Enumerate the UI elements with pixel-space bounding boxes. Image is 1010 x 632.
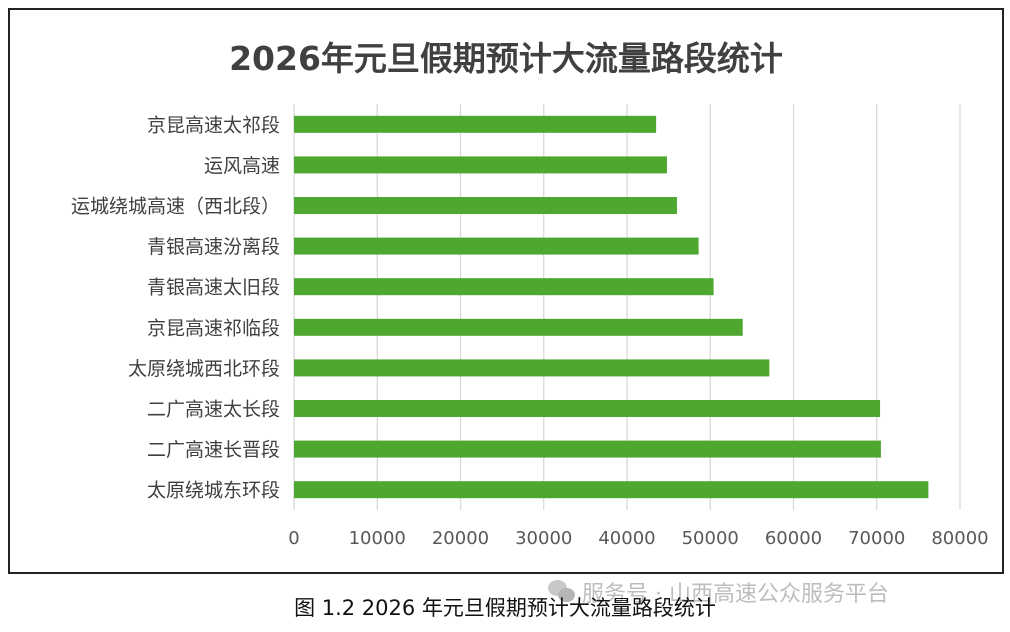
x-tick-label: 10000 — [349, 528, 406, 549]
bar — [294, 278, 714, 296]
category-label: 京昆高速祁临段 — [147, 317, 280, 339]
bar — [294, 156, 667, 174]
x-tick-label: 60000 — [765, 528, 822, 549]
figure-caption: 图 1.2 2026 年元旦假期预计大流量路段统计 — [294, 596, 716, 620]
bar — [294, 400, 881, 417]
category-label: 青银高速太旧段 — [147, 277, 280, 299]
bar — [294, 115, 657, 133]
wechat-icon — [548, 580, 576, 604]
x-tick-label: 20000 — [432, 528, 489, 549]
x-tick-label: 30000 — [515, 528, 572, 549]
category-label: 京昆高速太祁段 — [147, 114, 280, 136]
bar — [294, 237, 699, 255]
x-tick-label: 50000 — [682, 528, 739, 549]
category-label: 运风高速 — [204, 155, 280, 177]
category-label: 二广高速太长段 — [147, 399, 280, 421]
bar — [294, 359, 770, 377]
x-tick-label: 40000 — [598, 528, 655, 549]
category-label: 太原绕城东环段 — [147, 480, 280, 502]
bar — [294, 318, 743, 336]
category-label: 二广高速长晋段 — [147, 439, 280, 461]
category-label: 青银高速汾离段 — [147, 236, 280, 258]
watermark: 服务号 · 山西高速公众服务平台 — [548, 576, 889, 608]
bar — [294, 197, 677, 214]
bar — [294, 440, 881, 458]
x-tick-label: 70000 — [848, 528, 905, 549]
chart-title: 2026年元旦假期预计大流量路段统计 — [229, 39, 783, 78]
x-tick-label: 80000 — [931, 528, 988, 549]
x-tick-label: 0 — [288, 528, 299, 549]
watermark-text: 服务号 · 山西高速公众服务平台 — [582, 582, 889, 607]
category-label: 运城绕城高速（西北段） — [71, 196, 280, 218]
bar — [294, 481, 929, 499]
category-label: 太原绕城西北环段 — [128, 358, 280, 380]
